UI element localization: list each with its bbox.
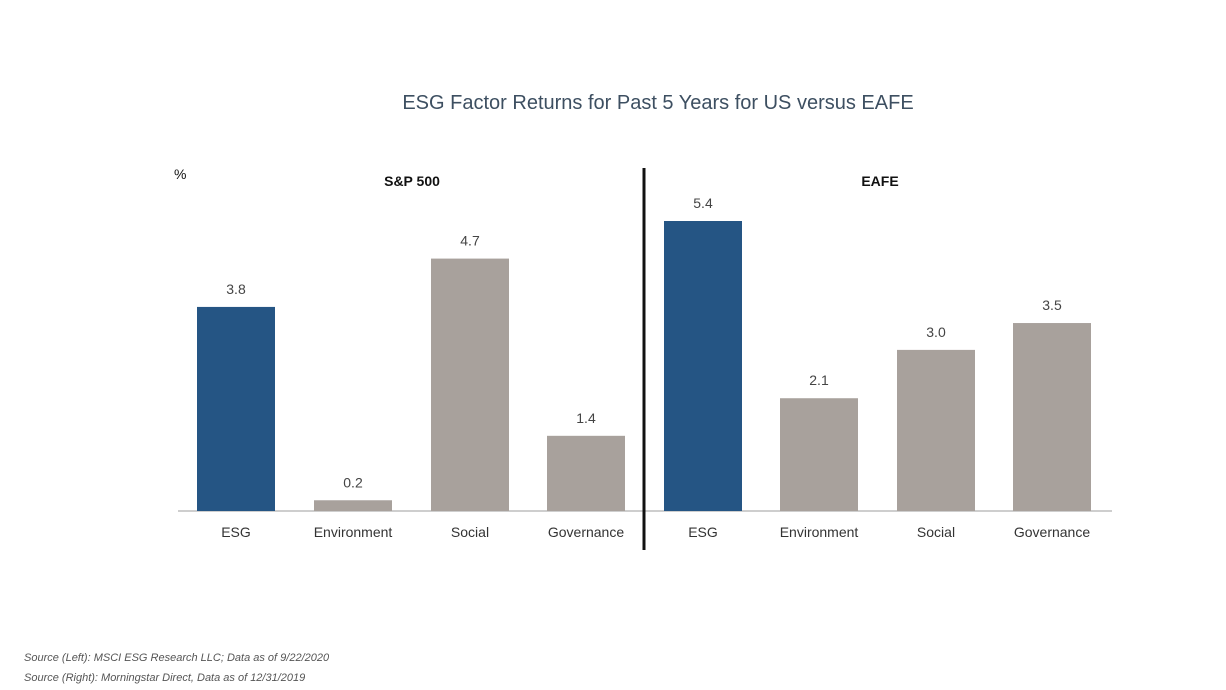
category-label-sp500-social: Social bbox=[451, 524, 489, 540]
category-label-sp500-esg: ESG bbox=[221, 524, 251, 540]
value-label-sp500-social: 4.7 bbox=[460, 233, 480, 249]
value-label-eafe-environment: 2.1 bbox=[809, 372, 829, 388]
bar-sp500-social bbox=[431, 258, 509, 511]
bars-layer: 3.8 ESG 0.2 Environment 4.7 Social 1.4 Governan… bbox=[197, 195, 1091, 540]
bar-sp500-governance bbox=[547, 435, 625, 511]
category-label-sp500-environment: Environment bbox=[314, 524, 393, 540]
value-label-sp500-environment: 0.2 bbox=[343, 474, 363, 490]
y-unit-label: % bbox=[174, 166, 186, 182]
chart-title: ESG Factor Returns for Past 5 Years for … bbox=[402, 92, 913, 114]
panel-title-eafe: EAFE bbox=[861, 173, 898, 189]
category-label-sp500-governance: Governance bbox=[548, 524, 624, 540]
value-label-sp500-esg: 3.8 bbox=[226, 281, 246, 297]
source-left: Source (Left): MSCI ESG Research LLC; Da… bbox=[24, 652, 330, 664]
category-label-eafe-governance: Governance bbox=[1014, 524, 1090, 540]
bar-eafe-environment bbox=[780, 398, 858, 511]
bar-eafe-governance bbox=[1013, 323, 1091, 511]
category-label-eafe-social: Social bbox=[917, 524, 955, 540]
bar-eafe-social bbox=[897, 349, 975, 511]
value-label-sp500-governance: 1.4 bbox=[576, 410, 596, 426]
bar-eafe-esg bbox=[664, 221, 742, 511]
value-label-eafe-social: 3.0 bbox=[926, 324, 946, 340]
bar-sp500-environment bbox=[314, 500, 392, 511]
value-label-eafe-governance: 3.5 bbox=[1042, 297, 1062, 313]
source-right: Source (Right): Morningstar Direct, Data… bbox=[24, 672, 306, 684]
category-label-eafe-esg: ESG bbox=[688, 524, 718, 540]
panel-title-sp500: S&P 500 bbox=[384, 173, 440, 189]
category-label-eafe-environment: Environment bbox=[780, 524, 859, 540]
bar-sp500-esg bbox=[197, 306, 275, 511]
value-label-eafe-esg: 5.4 bbox=[693, 195, 713, 211]
